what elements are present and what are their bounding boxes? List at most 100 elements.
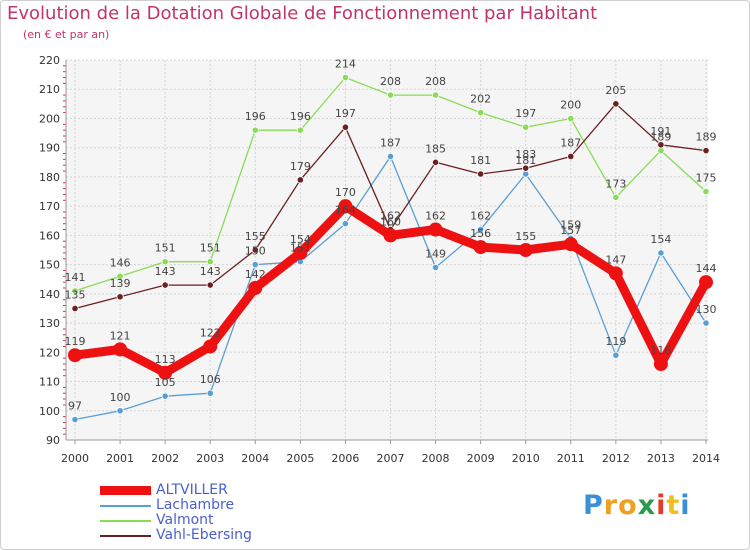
data-label-vahl-ebersing: 179 <box>290 160 311 173</box>
data-label-altviller: 119 <box>65 335 86 348</box>
data-label-lachambre: 181 <box>515 154 536 167</box>
data-label-valmont: 208 <box>425 75 446 88</box>
legend-label-valmont: Valmont <box>156 512 214 528</box>
chart-title: Evolution de la Dotation Globale de Fonc… <box>7 3 598 24</box>
legend-swatch-altviller <box>100 486 151 495</box>
data-label-valmont: 173 <box>605 177 626 190</box>
data-label-lachambre: 162 <box>470 210 491 223</box>
legend-swatch-lachambre <box>100 505 151 507</box>
data-point-lachambre <box>522 170 530 178</box>
plot-area <box>66 60 708 440</box>
data-point-lachambre <box>702 319 710 327</box>
data-label-vahl-ebersing: 189 <box>696 131 717 144</box>
x-tick-label: 2003 <box>196 452 224 465</box>
data-label-valmont: 151 <box>155 242 176 255</box>
data-point-valmont <box>522 123 530 131</box>
data-label-lachambre: 149 <box>425 248 446 261</box>
data-point-vahl-ebersing <box>206 281 214 289</box>
legend-item-valmont: Valmont <box>100 512 360 528</box>
data-point-altviller <box>699 275 713 290</box>
data-label-vahl-ebersing: 155 <box>245 230 266 243</box>
data-point-altviller <box>68 348 82 363</box>
data-label-vahl-ebersing: 185 <box>425 142 446 155</box>
y-tick-label: 190 <box>39 142 60 155</box>
logo-letter: P <box>583 490 604 521</box>
legend-item-lachambre: Lachambre <box>100 497 360 513</box>
data-point-altviller <box>383 228 398 243</box>
y-tick-label: 160 <box>39 229 60 242</box>
data-label-vahl-ebersing: 139 <box>110 277 131 290</box>
data-label-altviller: 144 <box>696 262 717 275</box>
x-tick-label: 2001 <box>106 452 134 465</box>
data-point-altviller <box>473 240 488 255</box>
data-label-altviller: 142 <box>245 268 266 281</box>
data-label-vahl-ebersing: 191 <box>650 125 671 138</box>
x-tick-label: 2004 <box>241 452 269 465</box>
data-point-altviller <box>428 222 443 237</box>
logo-letter: t <box>666 490 681 521</box>
data-label-valmont: 141 <box>65 271 86 284</box>
data-label-valmont: 151 <box>200 242 221 255</box>
data-label-valmont: 208 <box>380 75 401 88</box>
data-point-lachambre <box>477 225 485 234</box>
data-point-lachambre <box>341 220 350 228</box>
data-point-valmont <box>612 193 620 201</box>
x-tick-label: 2013 <box>647 452 675 465</box>
x-tick-label: 2000 <box>61 452 89 465</box>
data-label-lachambre: 187 <box>380 136 401 149</box>
data-point-valmont <box>341 73 350 82</box>
data-label-vahl-ebersing: 162 <box>380 210 401 223</box>
data-label-altviller: 155 <box>515 230 536 243</box>
data-point-valmont <box>477 109 485 117</box>
data-point-vahl-ebersing <box>71 304 79 313</box>
y-tick-label: 150 <box>39 259 60 272</box>
data-point-valmont <box>702 187 710 196</box>
data-label-lachambre: 130 <box>696 303 717 316</box>
data-point-altviller <box>518 243 533 257</box>
data-point-vahl-ebersing <box>612 100 620 108</box>
data-point-valmont <box>386 91 395 99</box>
x-tick-label: 2009 <box>467 452 495 465</box>
data-label-valmont: 202 <box>470 93 491 106</box>
data-point-altviller <box>563 237 578 252</box>
data-point-lachambre <box>612 351 620 359</box>
data-label-altviller: 122 <box>200 326 221 339</box>
data-point-altviller <box>338 199 353 214</box>
logo-letter: o <box>618 490 638 521</box>
y-tick-label: 110 <box>39 376 60 389</box>
y-tick-label: 180 <box>39 171 60 184</box>
x-tick-label: 2011 <box>557 452 585 465</box>
data-label-altviller: 113 <box>155 353 176 366</box>
data-label-valmont: 200 <box>560 98 581 111</box>
data-label-lachambre: 97 <box>68 400 82 413</box>
y-tick-label: 220 <box>39 54 60 67</box>
x-tick-label: 2014 <box>692 452 720 465</box>
x-tick-label: 2012 <box>602 452 630 465</box>
data-point-lachambre <box>431 263 440 272</box>
data-label-altviller: 170 <box>335 186 356 199</box>
y-tick-label: 130 <box>39 317 60 330</box>
y-tick-label: 120 <box>39 346 60 359</box>
data-label-valmont: 189 <box>650 131 671 144</box>
y-tick-label: 140 <box>39 288 60 301</box>
data-point-vahl-ebersing <box>657 141 665 149</box>
x-tick-label: 2006 <box>331 452 359 465</box>
data-label-vahl-ebersing: 135 <box>65 288 86 301</box>
data-point-valmont <box>567 114 575 123</box>
data-point-lachambre <box>206 389 214 397</box>
y-tick-label: 200 <box>39 112 60 125</box>
data-label-altviller: 121 <box>110 329 131 342</box>
legend-item-altviller: ALTVILLER <box>100 482 360 498</box>
data-label-altviller: 154 <box>290 233 311 246</box>
data-point-vahl-ebersing <box>251 246 259 254</box>
x-tick-label: 2002 <box>151 452 179 465</box>
data-label-altviller: 162 <box>425 210 446 223</box>
data-point-vahl-ebersing <box>431 158 440 166</box>
data-point-valmont <box>296 126 304 134</box>
logo-letter: x <box>637 490 657 521</box>
data-point-vahl-ebersing <box>522 164 530 172</box>
y-tick-label: 90 <box>46 434 60 447</box>
data-point-lachambre <box>71 415 79 424</box>
data-point-valmont <box>251 126 259 134</box>
data-label-altviller: 116 <box>650 344 671 357</box>
